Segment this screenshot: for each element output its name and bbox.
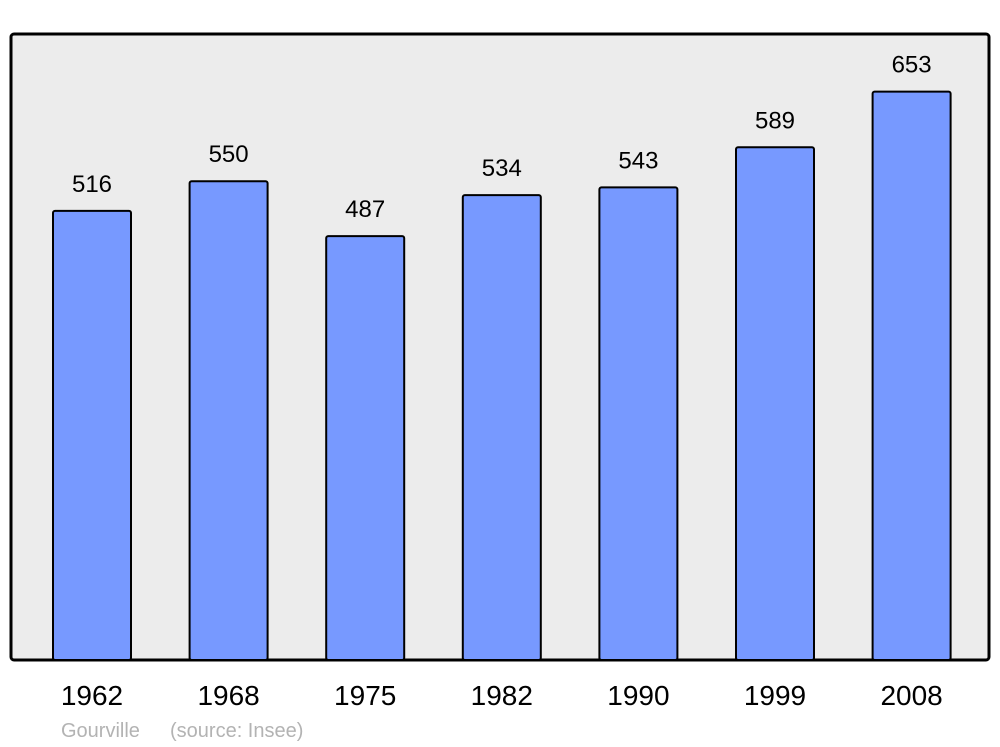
data-label-1990: 543 bbox=[618, 147, 658, 174]
data-label-1982: 534 bbox=[482, 155, 522, 182]
x-tick-1982: 1982 bbox=[471, 680, 533, 711]
data-label-1975: 487 bbox=[345, 196, 385, 223]
x-tick-1990: 1990 bbox=[607, 680, 669, 711]
data-label-1999: 589 bbox=[755, 107, 795, 134]
bar-1999 bbox=[735, 146, 815, 662]
bar-1962 bbox=[52, 209, 132, 661]
data-label-1968: 550 bbox=[209, 141, 249, 168]
bar-2008 bbox=[871, 90, 952, 662]
bar-1982 bbox=[461, 194, 542, 661]
bar-1968 bbox=[188, 180, 269, 661]
bar-1975 bbox=[325, 235, 406, 662]
x-tick-1999: 1999 bbox=[744, 680, 806, 711]
x-tick-1968: 1968 bbox=[197, 680, 259, 711]
footer-source: (source: Insee) bbox=[170, 720, 303, 742]
data-label-1962: 516 bbox=[72, 171, 112, 198]
data-label-2008: 653 bbox=[892, 52, 932, 79]
x-tick-1975: 1975 bbox=[334, 680, 396, 711]
bar-1990 bbox=[598, 186, 679, 662]
footer-place: Gourville bbox=[61, 720, 140, 742]
x-tick-2008: 2008 bbox=[880, 680, 942, 711]
x-tick-1962: 1962 bbox=[61, 680, 123, 711]
